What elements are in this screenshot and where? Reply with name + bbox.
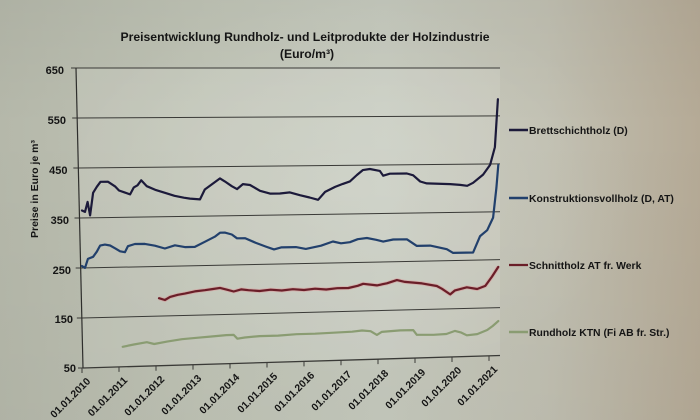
series-line-rundholz-ktn-fi-ab-fr-str (121, 320, 500, 348)
x-tick-label: 01.01.2010 (49, 376, 93, 420)
y-tick-label: 450 (49, 165, 67, 177)
series-line-konstruktionsvollholz-d-at (80, 163, 500, 269)
gridline (77, 115, 501, 119)
y-tick-label: 150 (55, 314, 73, 326)
series-line-schnittholz-at-fr-werk (157, 265, 500, 302)
x-tick-label: 01.01.2021 (456, 364, 500, 408)
legend: Brettschichtholz (D) Konstruktionsvollho… (509, 126, 674, 339)
legend-item-brettschichtholz: Brettschichtholz (D) (509, 126, 628, 137)
legend-label: Rundholz KTN (Fi AB fr. Str.) (529, 328, 669, 339)
y-axis-title: Preise in Euro je m³ (29, 139, 41, 238)
x-axis-ticks (81, 355, 490, 373)
gridline (78, 163, 501, 169)
y-tick-label: 50 (64, 363, 76, 375)
series-lines (80, 98, 500, 348)
legend-item-rundholz: Rundholz KTN (Fi AB fr. Str.) (509, 328, 669, 339)
y-tick-label: 550 (48, 115, 66, 127)
legend-item-schnittholz: Schnittholz AT fr. Werk (509, 261, 642, 272)
plot-area (76, 68, 500, 368)
x-tick-label: 01.01.2014 (198, 372, 242, 416)
x-axis-line (82, 354, 501, 369)
legend-label: Schnittholz AT fr. Werk (529, 261, 642, 272)
gridline (79, 211, 501, 219)
gridline (80, 259, 501, 269)
y-tick-label: 350 (51, 215, 69, 227)
gridlines (71, 67, 501, 369)
gridline (81, 307, 501, 319)
chart-title: Preisentwicklung Rundholz- und Leitprodu… (120, 30, 489, 44)
legend-label: Brettschichtholz (D) (529, 126, 628, 137)
chart-subtitle: (Euro/m³) (280, 47, 334, 61)
y-tick-label: 250 (53, 265, 71, 277)
legend-label: Konstruktionsvollholz (D, AT) (529, 194, 674, 205)
legend-item-konstruktionsvollholz: Konstruktionsvollholz (D, AT) (509, 194, 674, 205)
y-tick-label: 650 (46, 65, 64, 77)
x-tick-label: 01.01.2013 (160, 373, 204, 417)
series-line-brettschichtholz-d (80, 98, 499, 217)
y-axis-line (75, 67, 84, 369)
